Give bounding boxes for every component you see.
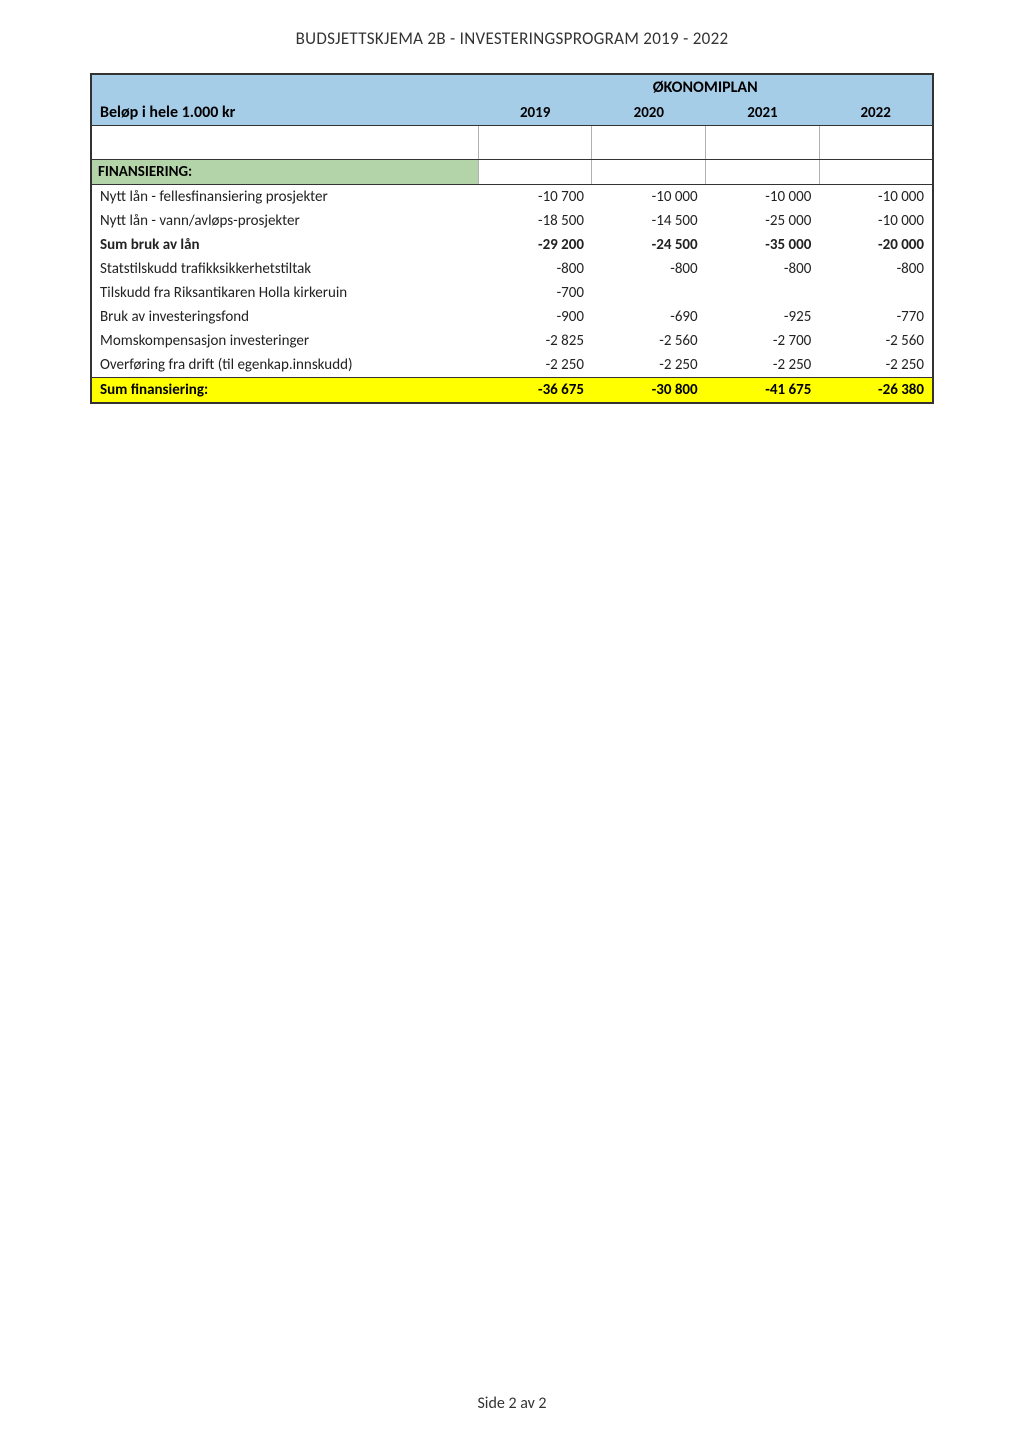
cell-value: -25 000 <box>706 209 820 233</box>
sum-value: -36 675 <box>478 378 592 404</box>
cell-value: -10 000 <box>706 185 820 210</box>
header-row-years: Beløp i hele 1.000 kr 2019 2020 2021 202… <box>91 100 933 126</box>
table-row: Nytt lån - fellesfinansiering prosjekter… <box>91 185 933 210</box>
cell-value: -20 000 <box>819 233 933 257</box>
year-col-0: 2019 <box>478 100 592 126</box>
cell-value: -900 <box>478 305 592 329</box>
table-row: Momskompensasjon investeringer -2 825 -2… <box>91 329 933 353</box>
cell-value: -10 000 <box>819 209 933 233</box>
cell-value: -800 <box>478 257 592 281</box>
cell-value <box>819 281 933 305</box>
table-row: Nytt lån - vann/avløps-prosjekter -18 50… <box>91 209 933 233</box>
page-footer: Side 2 av 2 <box>0 1394 1024 1413</box>
cell-value: -2 700 <box>706 329 820 353</box>
cell-value: -690 <box>592 305 706 329</box>
year-col-1: 2020 <box>592 100 706 126</box>
cell-label: Nytt lån - fellesfinansiering prosjekter <box>91 185 478 210</box>
okonomiplan-label: ØKONOMIPLAN <box>478 74 933 100</box>
year-col-3: 2022 <box>819 100 933 126</box>
table-row: Sum bruk av lån -29 200 -24 500 -35 000 … <box>91 233 933 257</box>
section-label: FINANSIERING: <box>91 160 478 185</box>
spacer-row <box>91 126 933 160</box>
cell-value: -800 <box>819 257 933 281</box>
cell-value: -700 <box>478 281 592 305</box>
sum-value: -41 675 <box>706 378 820 404</box>
cell-value: -2 250 <box>706 353 820 378</box>
cell-label: Nytt lån - vann/avløps-prosjekter <box>91 209 478 233</box>
row-header-label: Beløp i hele 1.000 kr <box>91 100 478 126</box>
cell-label: Tilskudd fra Riksantikaren Holla kirkeru… <box>91 281 478 305</box>
cell-value: -2 560 <box>819 329 933 353</box>
budget-table: ØKONOMIPLAN Beløp i hele 1.000 kr 2019 2… <box>90 73 934 404</box>
cell-value: -24 500 <box>592 233 706 257</box>
cell-value <box>592 281 706 305</box>
cell-value: -14 500 <box>592 209 706 233</box>
cell-value: -2 250 <box>478 353 592 378</box>
cell-value: -29 200 <box>478 233 592 257</box>
year-col-2: 2021 <box>706 100 820 126</box>
cell-value: -18 500 <box>478 209 592 233</box>
page-title: BUDSJETTSKJEMA 2B - INVESTERINGSPROGRAM … <box>90 28 934 49</box>
section-row-finansiering: FINANSIERING: <box>91 160 933 185</box>
cell-label: Overføring fra drift (til egenkap.innsku… <box>91 353 478 378</box>
table-row: Statstilskudd trafikksikkerhetstiltak -8… <box>91 257 933 281</box>
cell-label: Bruk av investeringsfond <box>91 305 478 329</box>
cell-value: -800 <box>592 257 706 281</box>
cell-label: Statstilskudd trafikksikkerhetstiltak <box>91 257 478 281</box>
table-row: Bruk av investeringsfond -900 -690 -925 … <box>91 305 933 329</box>
cell-value: -10 000 <box>592 185 706 210</box>
cell-value: -2 825 <box>478 329 592 353</box>
cell-value: -35 000 <box>706 233 820 257</box>
cell-value: -2 560 <box>592 329 706 353</box>
header-row-okonomiplan: ØKONOMIPLAN <box>91 74 933 100</box>
table-row: Tilskudd fra Riksantikaren Holla kirkeru… <box>91 281 933 305</box>
cell-value: -10 700 <box>478 185 592 210</box>
cell-label: Sum bruk av lån <box>91 233 478 257</box>
cell-value <box>706 281 820 305</box>
cell-value: -2 250 <box>592 353 706 378</box>
sum-value: -26 380 <box>819 378 933 404</box>
cell-value: -2 250 <box>819 353 933 378</box>
cell-value: -800 <box>706 257 820 281</box>
cell-label: Momskompensasjon investeringer <box>91 329 478 353</box>
sum-row: Sum finansiering: -36 675 -30 800 -41 67… <box>91 378 933 404</box>
cell-value: -770 <box>819 305 933 329</box>
cell-value: -10 000 <box>819 185 933 210</box>
table-row: Overføring fra drift (til egenkap.innsku… <box>91 353 933 378</box>
sum-label: Sum finansiering: <box>91 378 478 404</box>
cell-value: -925 <box>706 305 820 329</box>
sum-value: -30 800 <box>592 378 706 404</box>
